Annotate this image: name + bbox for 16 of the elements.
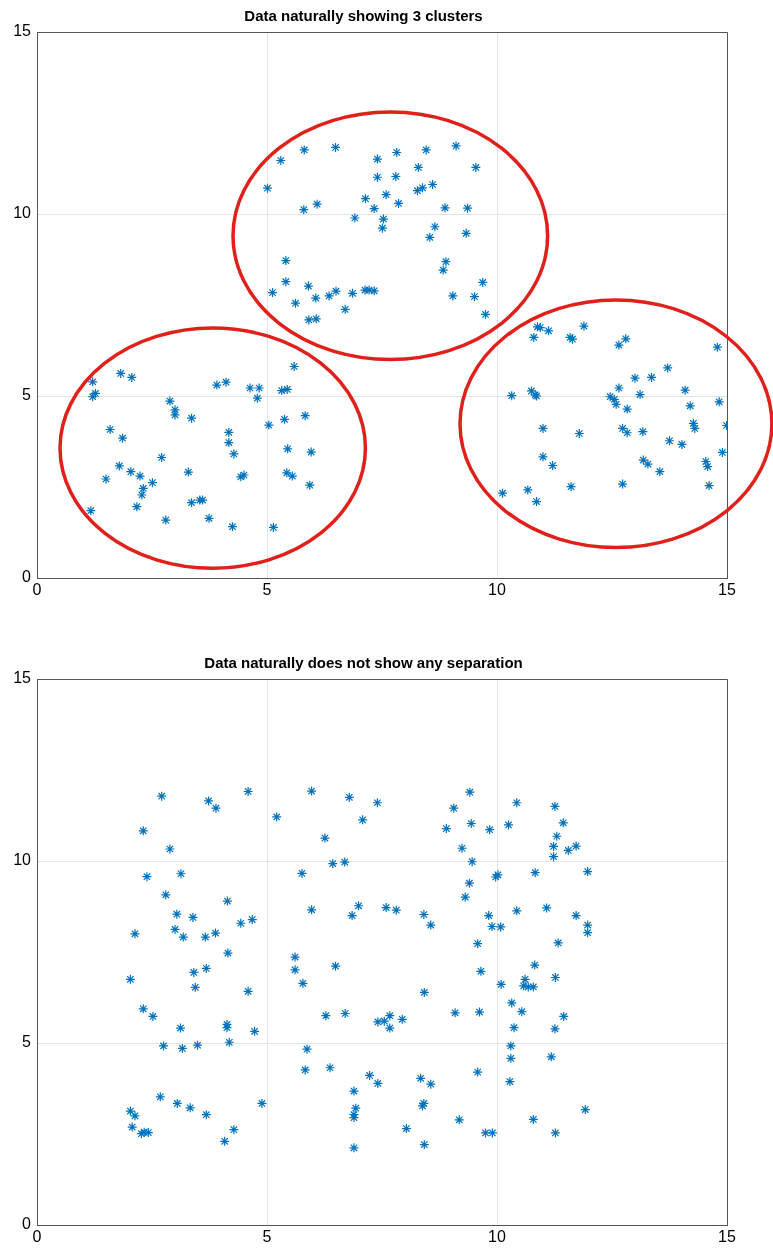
chart-title: Data naturally showing 3 clusters [244, 7, 483, 25]
x-tick-label: 15 [718, 1228, 736, 1246]
x-tick-label: 5 [262, 1228, 272, 1246]
x-tick-label: 10 [488, 1228, 506, 1246]
y-tick-label: 15 [13, 669, 32, 687]
x-tick-label: 10 [488, 581, 506, 599]
chart-title: Data naturally does not show any separation [204, 654, 523, 672]
y-tick-label: 15 [13, 22, 32, 40]
y-tick-label: 10 [13, 851, 32, 869]
x-tick-label: 5 [262, 581, 272, 599]
y-tick-label: 5 [22, 1033, 32, 1051]
y-tick-label: 0 [22, 1215, 32, 1233]
y-tick-label: 0 [22, 568, 32, 586]
y-tick-label: 10 [13, 204, 32, 222]
x-tick-label: 15 [718, 581, 736, 599]
y-tick-label: 5 [22, 386, 32, 404]
